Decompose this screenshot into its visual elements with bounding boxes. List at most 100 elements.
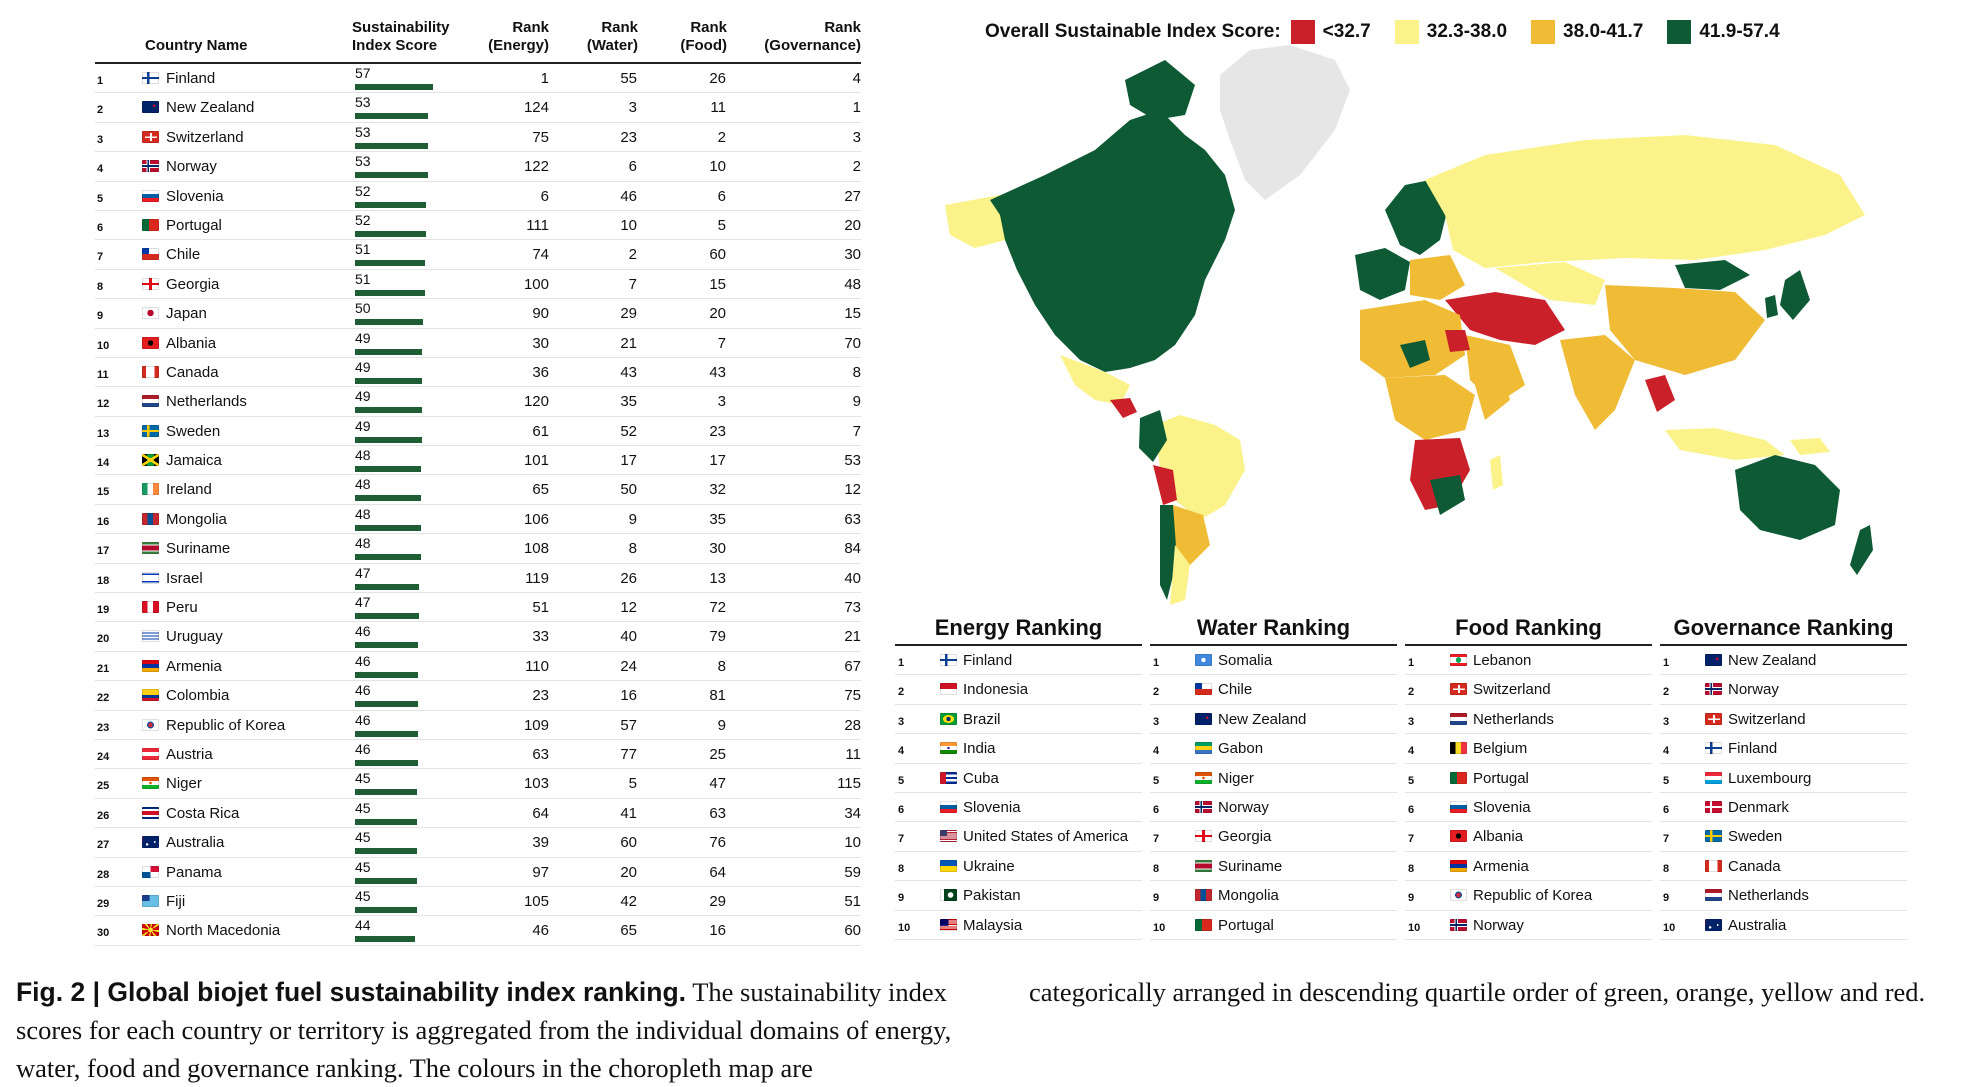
sustainability-index-table: Country Name Sustainability Index Score R… <box>95 10 861 946</box>
water-rank: 16 <box>620 687 637 705</box>
ranking-number: 6 <box>898 803 905 816</box>
ranking-row: 9 Pakistan <box>895 881 1142 911</box>
index-score: 45 <box>355 887 371 904</box>
country-name: Japan <box>166 305 207 323</box>
score-bar <box>355 789 417 796</box>
energy-rank: 97 <box>532 863 549 881</box>
north-macedonia-flag-icon <box>142 924 159 937</box>
index-score: 48 <box>355 447 371 464</box>
ranking-row: 8 Suriname <box>1150 852 1397 882</box>
score-bar <box>355 436 423 443</box>
water-rank: 6 <box>628 158 637 176</box>
energy-rank: 106 <box>523 510 549 528</box>
legend-swatch-yellow <box>1394 20 1419 44</box>
score-bar <box>355 201 427 208</box>
food-rank: 10 <box>709 158 726 176</box>
usa-flag-icon <box>940 830 957 843</box>
food-rank: 63 <box>709 804 726 822</box>
map-region-indonesia <box>1665 428 1785 460</box>
ranking-number: 5 <box>1408 774 1415 787</box>
cuba-flag-icon <box>940 771 957 784</box>
country-name: Armenia <box>166 657 222 675</box>
legend-label: 32.3-38.0 <box>1426 21 1508 42</box>
suriname-flag-icon <box>1195 859 1212 872</box>
table-row: 15 Ireland 48 65 50 32 12 <box>95 475 861 505</box>
ranking-row: 5 Portugal <box>1405 764 1652 793</box>
ireland-flag-icon <box>142 483 159 496</box>
table-header: Country Name Sustainability Index Score R… <box>95 10 861 64</box>
table-row: 2 New Zealand 53 124 3 11 1 <box>95 93 861 123</box>
netherlands-flag-icon <box>142 395 159 408</box>
map-region-papua <box>1790 438 1830 455</box>
ranking-title: Energy Ranking <box>895 612 1142 646</box>
food-rank: 32 <box>709 481 726 499</box>
canada-flag-icon <box>1705 859 1722 872</box>
ranking-number: 10 <box>1663 921 1676 934</box>
food-rank: 20 <box>709 305 726 323</box>
uruguay-flag-icon <box>142 630 159 643</box>
governance-rank: 75 <box>844 687 861 705</box>
header-food: Rank (Food) <box>680 19 727 54</box>
governance-ranking-table: Governance Ranking 1 New Zealand 2 Norway 3 Sw… <box>1660 612 1907 940</box>
governance-rank: 21 <box>844 628 861 646</box>
map-region-canada-usa <box>990 110 1235 372</box>
costa-rica-flag-icon <box>142 806 159 819</box>
index-score: 47 <box>355 564 371 581</box>
energy-rank: 6 <box>540 187 549 205</box>
map-region-north-africa <box>1360 300 1465 378</box>
ranking-country: Portugal <box>1473 769 1529 787</box>
country-name: Austria <box>166 745 213 763</box>
ranking-number: 4 <box>898 745 905 758</box>
ranking-row: 5 Niger <box>1150 764 1397 793</box>
score-bar <box>355 319 424 326</box>
table-row: 14 Jamaica 48 101 17 17 53 <box>95 446 861 476</box>
water-rank: 10 <box>620 216 637 234</box>
country-name: North Macedonia <box>166 922 281 940</box>
food-rank: 23 <box>709 422 726 440</box>
energy-rank: 111 <box>526 216 549 234</box>
energy-rank: 105 <box>523 892 549 910</box>
row-rank: 22 <box>97 692 110 705</box>
ranking-row: 2 Chile <box>1150 675 1397 705</box>
ranking-number: 3 <box>1153 715 1160 728</box>
ranking-row: 2 Norway <box>1660 675 1907 705</box>
ranking-row: 5 Cuba <box>895 764 1142 793</box>
food-rank: 3 <box>717 393 726 411</box>
index-score: 51 <box>355 270 371 287</box>
governance-rank: 7 <box>852 422 861 440</box>
country-name: Albania <box>166 334 217 352</box>
ranking-row: 10 Norway <box>1405 911 1652 940</box>
ranking-row: 7 Sweden <box>1660 822 1907 852</box>
country-name: Sweden <box>166 422 221 440</box>
ranking-country: Switzerland <box>1473 681 1551 699</box>
index-score: 49 <box>355 417 371 434</box>
score-bar <box>355 613 420 620</box>
ranking-number: 9 <box>898 892 905 905</box>
index-score: 48 <box>355 476 371 493</box>
water-rank: 43 <box>620 363 637 381</box>
country-name: Niger <box>166 775 202 793</box>
ranking-number: 5 <box>1153 774 1160 787</box>
netherlands-flag-icon <box>1705 889 1722 902</box>
water-rank: 9 <box>628 510 637 528</box>
table-row: 23 Republic of Korea 46 109 57 9 28 <box>95 711 861 740</box>
ranking-row: 6 Slovenia <box>1405 793 1652 823</box>
table-row: 22 Colombia 46 23 16 81 75 <box>95 681 861 711</box>
food-rank: 15 <box>709 275 726 293</box>
score-bar <box>355 583 420 590</box>
water-rank: 24 <box>620 657 637 675</box>
energy-rank: 63 <box>532 745 549 763</box>
country-name: Netherlands <box>166 393 247 411</box>
table-row: 5 Slovenia 52 6 46 6 27 <box>95 182 861 211</box>
index-score: 46 <box>355 652 371 669</box>
ranking-row: 8 Canada <box>1660 852 1907 882</box>
ranking-row: 7 Georgia <box>1150 822 1397 852</box>
ranking-number: 1 <box>1408 657 1415 669</box>
ranking-number: 5 <box>1663 774 1670 787</box>
index-score: 44 <box>355 917 371 934</box>
map-region-south-africa <box>1430 475 1465 515</box>
food-rank: 13 <box>709 569 726 587</box>
country-name: Suriname <box>166 540 231 558</box>
index-score: 49 <box>355 358 371 375</box>
energy-rank: 110 <box>525 657 549 675</box>
